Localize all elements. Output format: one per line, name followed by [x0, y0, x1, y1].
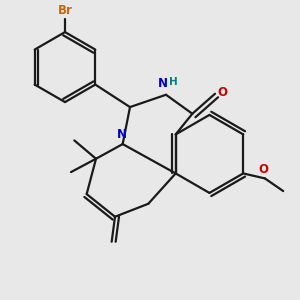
Text: Br: Br [58, 4, 72, 17]
Text: H: H [169, 77, 178, 87]
Text: N: N [158, 77, 168, 90]
Text: N: N [117, 128, 127, 141]
Text: O: O [218, 85, 228, 99]
Text: O: O [258, 163, 268, 176]
